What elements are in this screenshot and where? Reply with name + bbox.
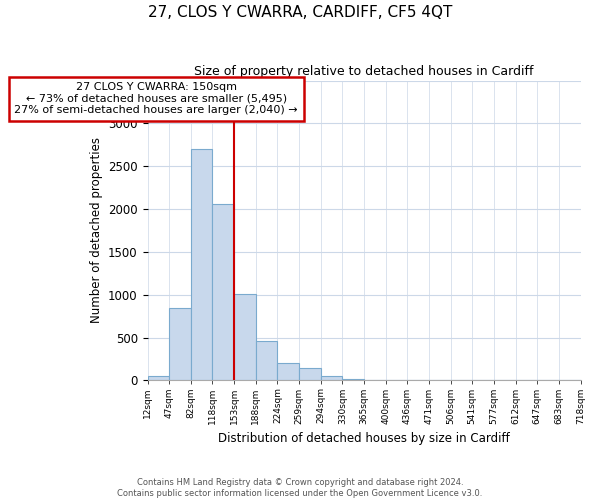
Bar: [256, 342, 277, 380]
Bar: [191, 149, 212, 380]
Text: 27 CLOS Y CWARRA: 150sqm
← 73% of detached houses are smaller (5,495)
27% of sem: 27 CLOS Y CWARRA: 150sqm ← 73% of detach…: [14, 82, 298, 116]
Bar: [277, 363, 299, 380]
Y-axis label: Number of detached properties: Number of detached properties: [89, 138, 103, 324]
Bar: [169, 308, 191, 380]
Bar: [234, 294, 256, 380]
Bar: [299, 368, 321, 380]
Title: Size of property relative to detached houses in Cardiff: Size of property relative to detached ho…: [194, 65, 534, 78]
Bar: [343, 379, 364, 380]
Bar: [148, 376, 169, 380]
X-axis label: Distribution of detached houses by size in Cardiff: Distribution of detached houses by size …: [218, 432, 510, 445]
Text: Contains HM Land Registry data © Crown copyright and database right 2024.
Contai: Contains HM Land Registry data © Crown c…: [118, 478, 482, 498]
Bar: [321, 376, 343, 380]
Bar: [212, 204, 234, 380]
Text: 27, CLOS Y CWARRA, CARDIFF, CF5 4QT: 27, CLOS Y CWARRA, CARDIFF, CF5 4QT: [148, 5, 452, 20]
